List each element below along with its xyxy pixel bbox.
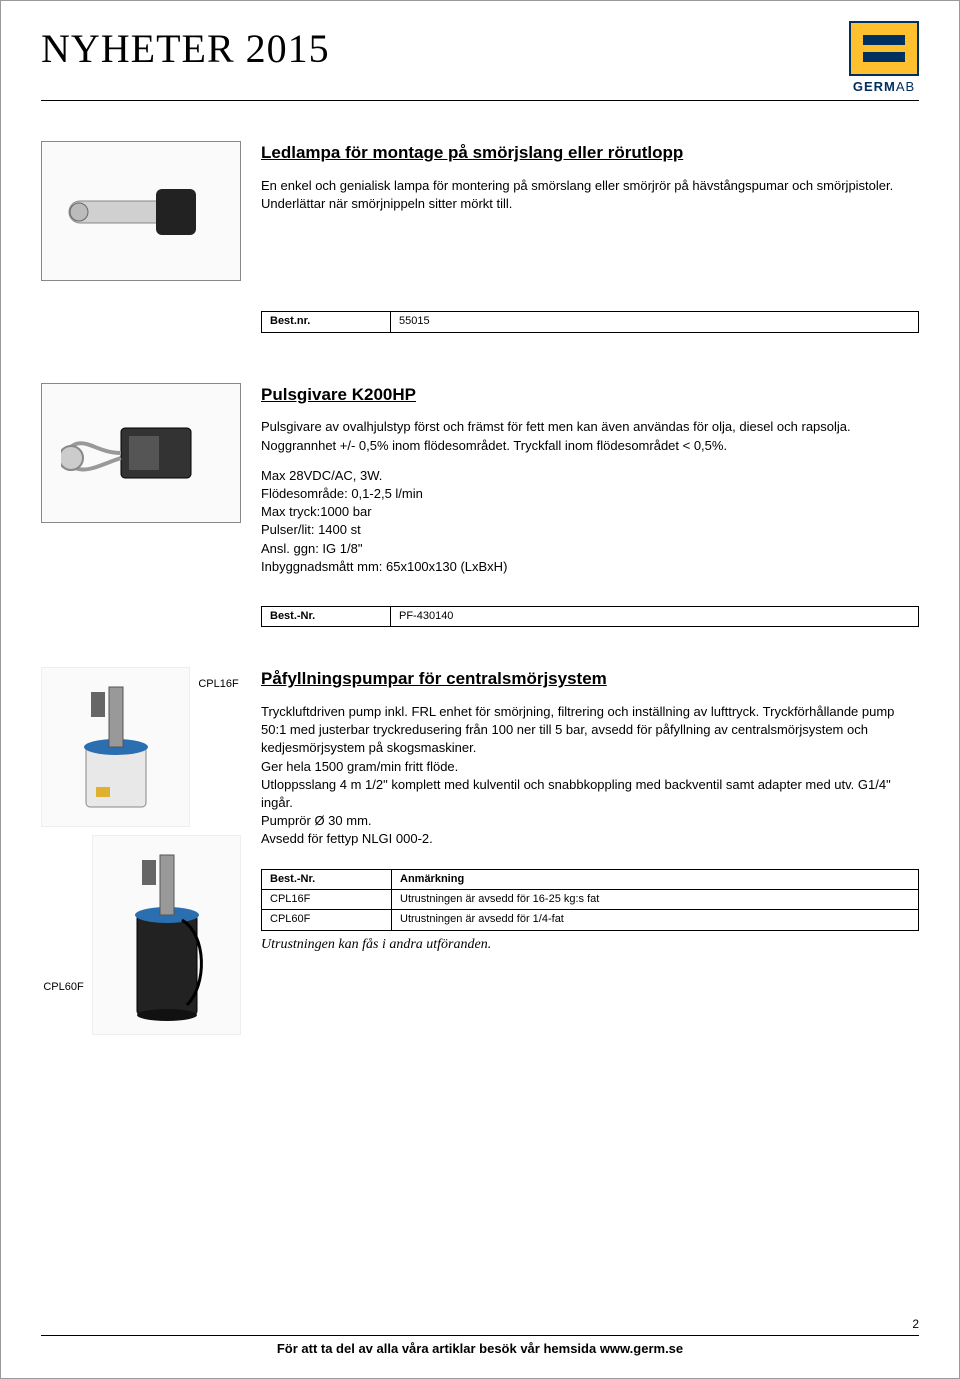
table-row: CPL16F Utrustningen är avsedd för 16-25 … <box>262 889 919 909</box>
product3-image-1 <box>41 667 190 827</box>
logo-company: GERM <box>853 79 896 94</box>
product-section-2: Pulsgivare K200HP Pulsgivare av ovalhjul… <box>41 383 919 576</box>
product2-text: Pulsgivare K200HP Pulsgivare av ovalhjul… <box>261 383 919 576</box>
product2-image-col <box>41 383 241 576</box>
product-section-1: Ledlampa för montage på smörjslang eller… <box>41 141 919 281</box>
table-header: Best.-Nr. <box>262 869 392 889</box>
logo-suffix: AB <box>896 79 915 94</box>
footer: 2 För att ta del av alla våra artiklar b… <box>41 1316 919 1358</box>
table-cell: Utrustningen är avsedd för 1/4-fat <box>392 910 919 930</box>
divider <box>41 100 919 101</box>
product2-part-value: PF-430140 <box>391 606 919 627</box>
spec-line: Max 28VDC/AC, 3W. <box>261 467 919 485</box>
spec-line: Pulser/lit: 1400 st <box>261 521 919 539</box>
product3-text: Påfyllningspumpar för centralsmörjsystem… <box>261 667 919 954</box>
logo-text: GERMAB <box>849 78 919 96</box>
product-section-3: CPL16F CPL60F Påfyllningspumpar för c <box>41 667 919 1035</box>
product1-image-col <box>41 141 241 281</box>
spec-line: Inbyggnadsmått mm: 65x100x130 (LxBxH) <box>261 558 919 576</box>
table-row: CPL60F Utrustningen är avsedd för 1/4-fa… <box>262 910 919 930</box>
product3-image-2 <box>92 835 241 1035</box>
table-cell: CPL16F <box>262 889 392 909</box>
product3-images: CPL16F CPL60F <box>41 667 241 1035</box>
product3-table: Best.-Nr. Anmärkning CPL16F Utrustningen… <box>261 869 919 931</box>
product2-part-row: Best.-Nr. PF-430140 <box>261 606 919 627</box>
spec-line: Flödesområde: 0,1-2,5 l/min <box>261 485 919 503</box>
product2-part-label: Best.-Nr. <box>261 606 391 627</box>
spec-line: Max tryck:1000 bar <box>261 503 919 521</box>
header: NYHETER 2015 GERMAB <box>41 21 919 96</box>
product2-title: Pulsgivare K200HP <box>261 383 919 407</box>
table-row: Best.-Nr. Anmärkning <box>262 869 919 889</box>
product2-specs: Max 28VDC/AC, 3W. Flödesområde: 0,1-2,5 … <box>261 467 919 576</box>
logo-icon <box>849 21 919 76</box>
product1-desc: En enkel och genialisk lampa för monteri… <box>261 177 919 213</box>
spec-line: Ansl. ggn: IG 1/8" <box>261 540 919 558</box>
table-cell: Utrustningen är avsedd för 16-25 kg:s fa… <box>392 889 919 909</box>
product1-part-row: Best.nr. 55015 <box>261 311 919 332</box>
product1-part-label: Best.nr. <box>261 311 391 332</box>
table-cell: CPL60F <box>262 910 392 930</box>
product2-image <box>41 383 241 523</box>
product3-table-wrap: Best.-Nr. Anmärkning CPL16F Utrustningen… <box>261 869 919 955</box>
product1-title: Ledlampa för montage på smörjslang eller… <box>261 141 919 165</box>
product3-desc: Tryckluftdriven pump inkl. FRL enhet för… <box>261 703 919 849</box>
table-header: Anmärkning <box>392 869 919 889</box>
page: NYHETER 2015 GERMAB Ledlampa för montage… <box>0 0 960 1379</box>
product3-footnote: Utrustningen kan fås i andra utföranden. <box>261 935 919 955</box>
page-title: NYHETER 2015 <box>41 21 330 77</box>
product2-desc: Pulsgivare av ovalhjulstyp först och frä… <box>261 418 919 454</box>
product1-text: Ledlampa för montage på smörjslang eller… <box>261 141 919 281</box>
product3-img2-label: CPL60F <box>41 980 86 1035</box>
product1-part-value: 55015 <box>391 311 919 332</box>
page-number: 2 <box>41 1316 919 1333</box>
product1-image <box>41 141 241 281</box>
company-logo: GERMAB <box>849 21 919 96</box>
product3-img1-label: CPL16F <box>196 673 241 692</box>
product3-title: Påfyllningspumpar för centralsmörjsystem <box>261 667 919 691</box>
footer-text: För att ta del av alla våra artiklar bes… <box>41 1335 919 1358</box>
